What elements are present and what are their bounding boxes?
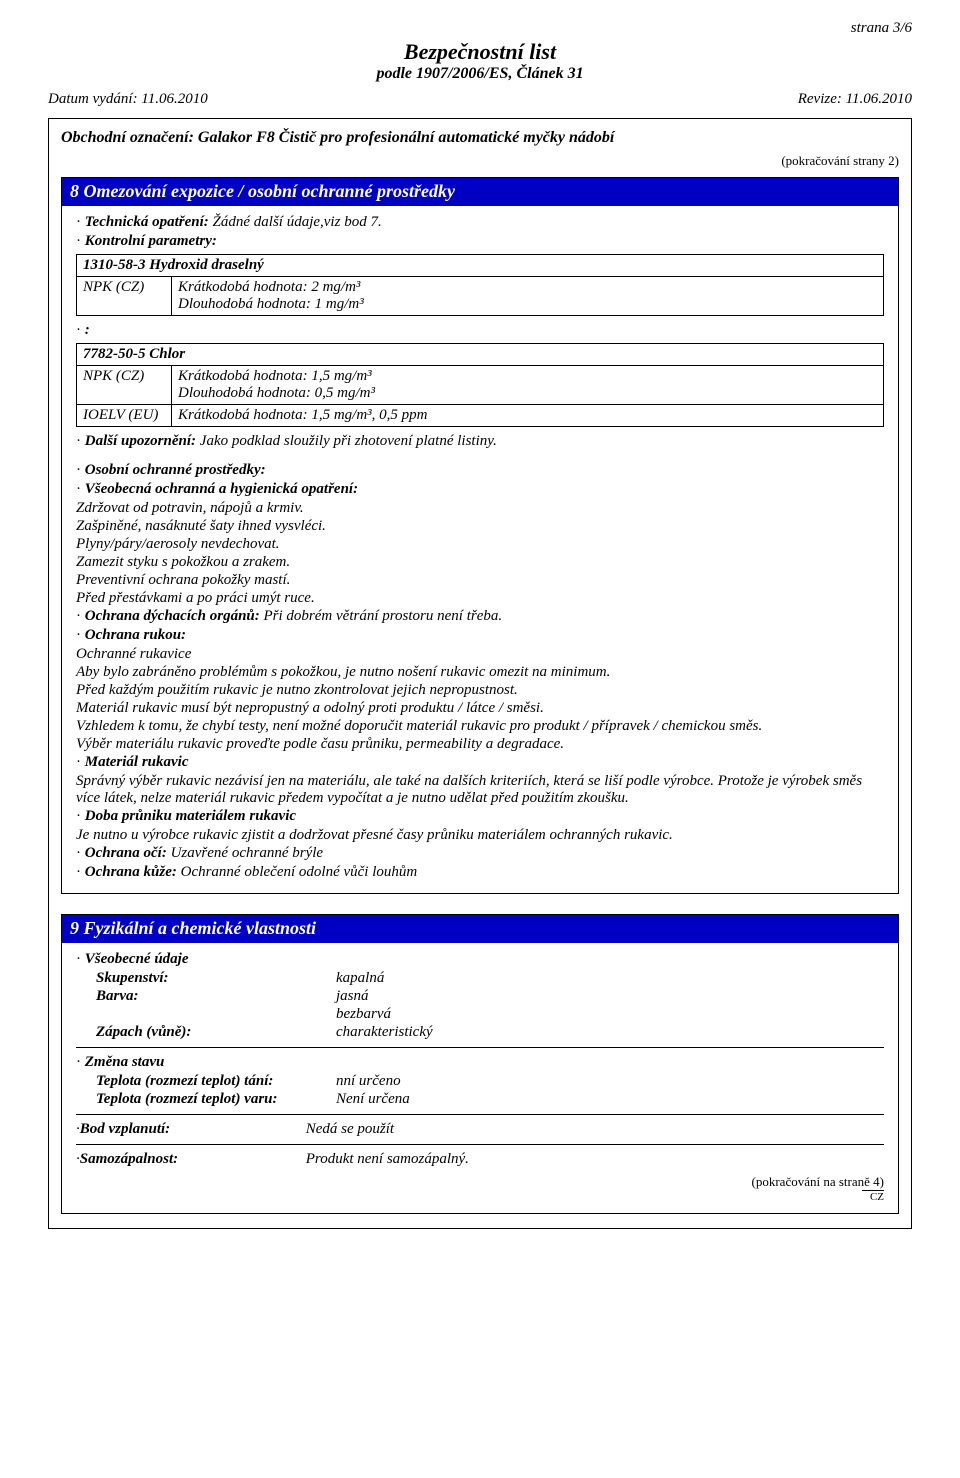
zmena-stavu-label: Změna stavu [85,1054,165,1070]
teplota-tani-val: nní určeno [336,1073,401,1090]
country-code: CZ [862,1190,884,1203]
material-rukavic-label: Materiál rukavic [85,754,189,770]
param2-r1-long: Dlouhodobá hodnota: 0,5 mg/m³ [178,385,877,402]
bod-vzplanuti-val: Nedá se použít [306,1121,394,1138]
doc-subtitle: podle 1907/2006/ES, Článek 31 [48,65,912,83]
teplota-tani-key: Teplota (rozmezí teplot) tání: [96,1073,336,1090]
ochrana-kuze-text: Ochranné oblečení odolné vůči louhům [177,864,417,880]
skupenstvi-key: Skupenství: [96,970,336,987]
dalsi-upozorneni-label: Další upozornění: [85,433,196,449]
section-9: 9 Fyzikální a chemické vlastnosti Všeobe… [61,914,899,1214]
colon-entry: : [85,322,90,338]
teplota-varu-val: Není určena [336,1091,410,1108]
param1-header: 1310-58-3 Hydroxid draselný [77,255,884,277]
param1-values: Krátkodobá hodnota: 2 mg/m³ Dlouhodobá h… [172,277,884,316]
continuation-to: (pokračování na straně 4) [76,1174,884,1190]
ochrana-kuze-label: Ochrana kůže: [85,864,177,880]
body-p1: Zdržovat od potravin, nápojů a krmiv. [76,500,884,517]
body-p3: Plyny/páry/aerosoly nevdechovat. [76,536,884,553]
rukou-p2: Aby bylo zabráněno problémům s pokožkou,… [76,664,884,681]
page-number: strana 3/6 [48,20,912,37]
doba-p1: Je nutno u výrobce rukavic zjistit a dod… [76,827,884,844]
param2-r1-short: Krátkodobá hodnota: 1,5 mg/m³ [178,368,877,385]
doba-pruniku-label: Doba průniku materiálem rukavic [85,808,296,824]
param-table-1: 1310-58-3 Hydroxid draselný NPK (CZ) Krá… [76,254,884,316]
bod-vzplanuti-key: Bod vzplanutí: [80,1121,306,1138]
doc-title: Bezpečnostní list [48,39,912,65]
kontrolni-parametry-label: Kontrolní parametry: [85,233,217,249]
zapach-key: Zápach (vůně): [96,1024,336,1041]
barva-val1: jasná [336,988,369,1005]
rukou-p1: Ochranné rukavice [76,646,884,663]
continuation-from: (pokračování strany 2) [61,153,899,169]
section-8: 8 Omezování expozice / osobní ochranné p… [61,177,899,894]
rukou-p5: Vzhledem k tomu, že chybí testy, není mo… [76,718,884,735]
tech-opatreni-label: Technická opatření: [85,214,209,230]
samozapalnost-key: Samozápalnost: [80,1151,306,1168]
body-p2: Zašpiněné, nasáknuté šaty ihned vysvléci… [76,518,884,535]
ochrana-rukou-label: Ochrana rukou: [85,627,186,643]
section-9-header: 9 Fyzikální a chemické vlastnosti [62,915,898,943]
barva-empty [96,1006,336,1023]
dalsi-upozorneni-text: Jako podklad sloužily při zhotovení plat… [196,433,497,449]
samozapalnost-val: Produkt není samozápalný. [306,1151,469,1168]
ochrana-oci-text: Uzavřené ochranné brýle [167,845,323,861]
page-frame: Obchodní označení: Galakor F8 Čistič pro… [48,118,912,1229]
osobni-prostredky-label: Osobní ochranné prostředky: [85,462,266,478]
param-table-2: 7782-50-5 Chlor NPK (CZ) Krátkodobá hodn… [76,343,884,427]
param2-r2-code: IOELV (EU) [77,405,172,427]
rukou-p4: Materiál rukavic musí být nepropustný a … [76,700,884,717]
body-p5: Preventivní ochrana pokožky mastí. [76,572,884,589]
body-p6: Před přestávkami a po práci umýt ruce. [76,590,884,607]
barva-key: Barva: [96,988,336,1005]
ochrana-oci-label: Ochrana očí: [85,845,167,861]
vseobecne-udaje-label: Všeobecné údaje [85,951,189,967]
ochrana-dychacich-text: Při dobrém větrání prostoru není třeba. [260,608,502,624]
param1-code: NPK (CZ) [77,277,172,316]
param2-r2-value: Krátkodobá hodnota: 1,5 mg/m³, 0,5 ppm [172,405,884,427]
param2-r1-values: Krátkodobá hodnota: 1,5 mg/m³ Dlouhodobá… [172,366,884,405]
section-8-header: 8 Omezování expozice / osobní ochranné p… [62,178,898,206]
param1-short: Krátkodobá hodnota: 2 mg/m³ [178,279,877,296]
param2-header: 7782-50-5 Chlor [77,344,884,366]
revision-date: Revize: 11.06.2010 [798,91,912,108]
vseobecna-ochrana-label: Všeobecná ochranná a hygienická opatření… [85,481,358,497]
barva-val2: bezbarvá [336,1006,391,1023]
tech-opatreni-text: Žádné další údaje,viz bod 7. [209,214,382,230]
trade-name: Obchodní označení: Galakor F8 Čistič pro… [61,129,899,147]
zapach-val: charakteristický [336,1024,433,1041]
param2-r1-code: NPK (CZ) [77,366,172,405]
param1-long: Dlouhodobá hodnota: 1 mg/m³ [178,296,877,313]
teplota-varu-key: Teplota (rozmezí teplot) varu: [96,1091,336,1108]
body-p4: Zamezit styku s pokožkou a zrakem. [76,554,884,571]
material-p1: Správný výběr rukavic nezávisí jen na ma… [76,773,884,807]
issue-date: Datum vydání: 11.06.2010 [48,91,208,108]
rukou-p6: Výběr materiálu rukavic proveďte podle č… [76,736,884,753]
rukou-p3: Před každým použitím rukavic je nutno zk… [76,682,884,699]
ochrana-dychacich-label: Ochrana dýchacích orgánů: [85,608,260,624]
skupenstvi-val: kapalná [336,970,384,987]
